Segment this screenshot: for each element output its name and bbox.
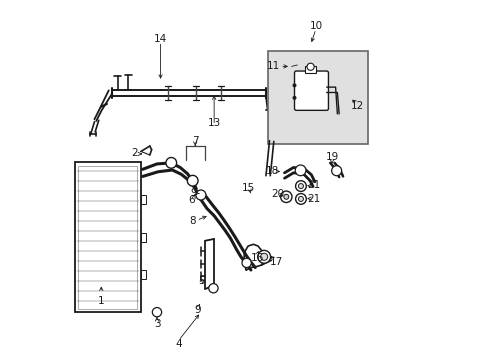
Circle shape (187, 175, 198, 186)
Text: 17: 17 (269, 257, 283, 267)
Circle shape (298, 184, 303, 189)
Bar (141, 233, 145, 242)
Circle shape (280, 191, 291, 203)
Text: 6: 6 (188, 195, 195, 204)
Bar (141, 195, 145, 204)
Text: 21: 21 (307, 180, 320, 190)
Circle shape (295, 181, 305, 192)
Circle shape (257, 250, 270, 263)
Circle shape (298, 197, 303, 202)
Text: 5: 5 (198, 276, 204, 286)
Circle shape (283, 194, 288, 199)
Bar (267, 51, 367, 144)
Text: 8: 8 (189, 216, 196, 226)
Bar (141, 270, 145, 279)
Circle shape (242, 258, 251, 267)
Text: 4: 4 (175, 339, 182, 349)
Circle shape (165, 157, 176, 168)
Text: 15: 15 (241, 183, 254, 193)
Circle shape (306, 63, 313, 70)
FancyBboxPatch shape (294, 71, 328, 111)
Text: 14: 14 (154, 34, 167, 44)
Text: 16: 16 (250, 253, 263, 263)
Text: 2: 2 (131, 148, 138, 158)
Bar (78, 166, 137, 309)
Circle shape (152, 307, 162, 317)
Text: 1: 1 (98, 296, 104, 306)
Text: 18: 18 (265, 166, 278, 176)
Text: 3: 3 (153, 319, 160, 329)
Text: 9: 9 (190, 188, 197, 198)
Circle shape (295, 194, 305, 204)
Text: 20: 20 (271, 189, 284, 199)
Circle shape (292, 84, 295, 87)
Circle shape (260, 253, 267, 260)
Circle shape (295, 165, 305, 176)
Text: 9: 9 (194, 305, 200, 315)
Text: 10: 10 (309, 21, 322, 31)
Text: 21: 21 (307, 194, 320, 203)
Text: 19: 19 (325, 152, 338, 162)
Circle shape (196, 190, 205, 200)
Circle shape (292, 96, 295, 99)
Text: 13: 13 (207, 118, 220, 128)
Circle shape (331, 166, 341, 176)
Text: 12: 12 (350, 102, 363, 111)
Bar (75, 162, 141, 312)
Circle shape (208, 284, 218, 293)
Bar (305, 66, 315, 73)
Text: 11: 11 (266, 62, 280, 71)
Text: 7: 7 (191, 136, 198, 146)
